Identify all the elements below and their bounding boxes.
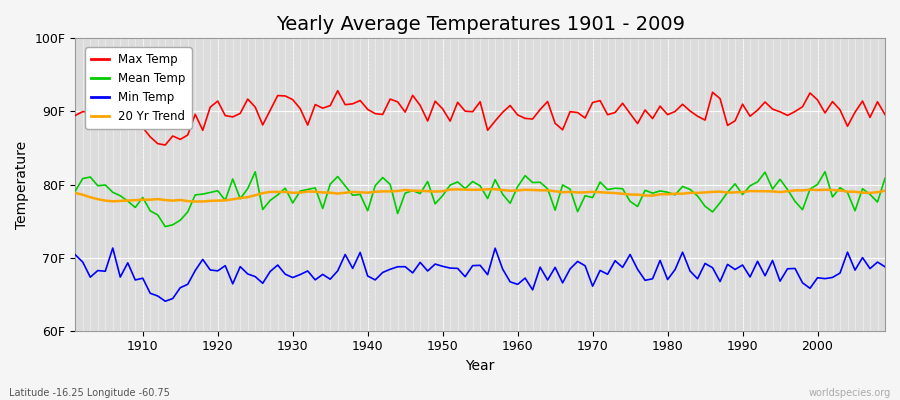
Text: Latitude -16.25 Longitude -60.75: Latitude -16.25 Longitude -60.75 [9, 388, 170, 398]
Mean Temp [130, 205, 140, 210]
Line: Mean Temp: Mean Temp [76, 172, 885, 227]
Mean Temp [160, 224, 171, 229]
Max Temp [160, 143, 171, 148]
Line: Min Temp: Min Temp [76, 248, 885, 301]
Min Temp [527, 288, 538, 292]
Y-axis label: Temperature: Temperature [15, 140, 29, 228]
Mean Temp [302, 187, 313, 192]
Mean Temp [820, 169, 831, 174]
X-axis label: Year: Year [465, 359, 495, 373]
20 Yr Trend [190, 199, 201, 204]
Min Temp [107, 246, 118, 250]
Max Temp [332, 88, 343, 93]
20 Yr Trend [527, 188, 538, 192]
20 Yr Trend [347, 190, 358, 194]
20 Yr Trend [302, 189, 313, 194]
Min Temp [519, 276, 530, 280]
Min Temp [70, 252, 81, 257]
Max Temp [130, 110, 140, 114]
Mean Temp [519, 173, 530, 178]
20 Yr Trend [617, 191, 628, 196]
Min Temp [138, 276, 148, 281]
Text: worldspecies.org: worldspecies.org [809, 388, 891, 398]
Min Temp [617, 265, 628, 270]
Max Temp [302, 123, 313, 128]
20 Yr Trend [879, 188, 890, 193]
Max Temp [527, 117, 538, 122]
Mean Temp [347, 193, 358, 198]
Min Temp [355, 250, 365, 255]
Max Temp [617, 101, 628, 106]
20 Yr Trend [490, 187, 500, 192]
Line: Max Temp: Max Temp [76, 91, 885, 145]
Max Temp [355, 98, 365, 103]
20 Yr Trend [130, 198, 140, 202]
20 Yr Trend [519, 187, 530, 192]
Max Temp [879, 112, 890, 117]
Line: 20 Yr Trend: 20 Yr Trend [76, 189, 885, 202]
Mean Temp [512, 184, 523, 189]
Min Temp [310, 278, 320, 282]
Mean Temp [609, 186, 620, 191]
Legend: Max Temp, Mean Temp, Min Temp, 20 Yr Trend: Max Temp, Mean Temp, Min Temp, 20 Yr Tre… [86, 47, 192, 129]
20 Yr Trend [70, 190, 81, 195]
Max Temp [70, 113, 81, 118]
Title: Yearly Average Temperatures 1901 - 2009: Yearly Average Temperatures 1901 - 2009 [275, 15, 685, 34]
Mean Temp [70, 189, 81, 194]
Mean Temp [879, 176, 890, 181]
Max Temp [519, 116, 530, 121]
Min Temp [160, 299, 171, 304]
Min Temp [879, 264, 890, 269]
